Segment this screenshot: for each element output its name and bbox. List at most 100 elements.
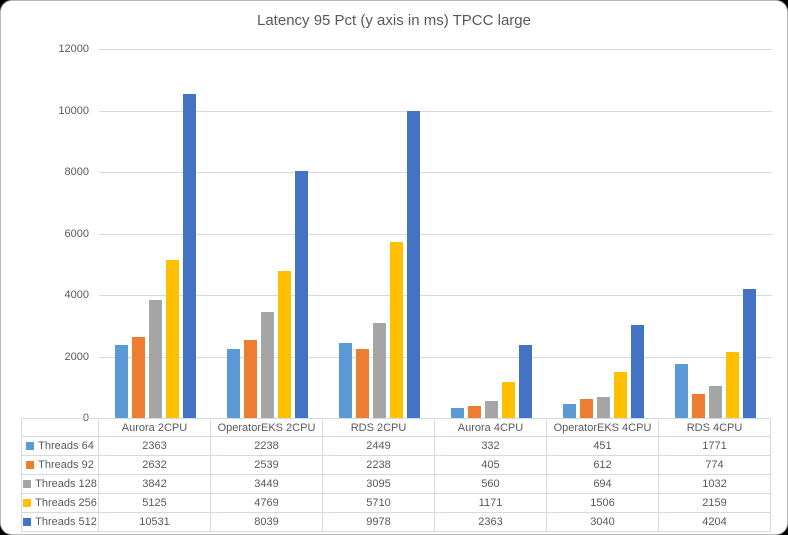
table-value-cell: 451 [546,436,659,456]
bar-group-operatoreks-4cpu [548,49,660,418]
table-value-cell: 560 [434,474,547,494]
table-corner-cell [21,418,99,437]
table-value-cell: 2632 [98,455,211,475]
table-value-cell: 2363 [98,436,211,456]
table-value-cell: 3095 [322,474,435,494]
gridline [99,357,772,358]
y-axis-tick-label: 6000 [64,227,89,240]
legend-cell: Threads 92 [21,455,99,475]
table-value-cell: 3449 [210,474,323,494]
table-value-cell: 2238 [210,436,323,456]
bar-threads-128 [372,323,386,418]
legend-series-name: Threads 92 [38,459,94,471]
legend-series-name: Threads 256 [35,497,97,509]
y-axis-tick-label: 2000 [64,350,89,363]
bar-threads-64 [226,349,240,418]
table-value-cell: 3842 [98,474,211,494]
legend-cell: Threads 128 [21,474,99,494]
table-column-header: OperatorEKS 4CPU [546,418,659,437]
bar-group-aurora-4cpu [436,49,548,418]
y-axis-tick-label: 8000 [64,166,89,178]
legend-cell: Threads 256 [21,493,99,513]
bar-threads-256 [502,382,516,418]
legend-swatch-icon [26,461,35,469]
bar-threads-64 [451,408,465,418]
bar-threads-128 [597,397,611,418]
gridline [99,49,772,50]
table-value-cell: 3040 [546,512,659,532]
bar-threads-64 [114,345,128,418]
bar-threads-512 [519,345,533,418]
table-value-cell: 2238 [322,455,435,475]
bar-threads-92 [131,337,145,418]
bar-threads-64 [563,404,577,418]
legend-series-name: Threads 512 [35,516,97,528]
table-value-cell: 2539 [210,455,323,475]
table-column-header: RDS 2CPU [322,418,435,437]
gridline [99,234,772,235]
bar-threads-92 [243,340,257,418]
bar-threads-92 [692,394,706,418]
table-value-cell: 4204 [658,512,771,532]
table-value-cell: 612 [546,455,659,475]
bar-threads-92 [580,399,594,418]
table-row: Threads 64 2363 2238 2449 332 451 1771 [21,436,771,456]
y-axis-tick-label: 4000 [64,289,89,301]
table-value-cell: 1771 [658,436,771,456]
bar-threads-128 [485,401,499,418]
table-value-cell: 1032 [658,474,771,494]
table-row: Threads 128 3842 3449 3095 560 694 1032 [21,474,771,494]
bar-threads-512 [406,111,420,418]
legend-series-name: Threads 128 [35,478,97,490]
y-axis-tick-label: 10000 [58,104,89,117]
table-header-row: Aurora 2CPU OperatorEKS 2CPU RDS 2CPU Auror… [21,418,771,437]
legend-series-name: Threads 64 [38,440,94,452]
bar-group-operatoreks-2cpu [211,49,323,418]
bar-threads-256 [614,372,628,418]
table-value-cell: 405 [434,455,547,475]
table-value-cell: 2363 [434,512,547,532]
table-column-header: Aurora 2CPU [98,418,211,437]
legend-swatch-icon [23,480,32,488]
y-axis-tick-label: 12000 [58,43,89,55]
bar-threads-512 [182,94,196,418]
table-value-cell: 5125 [98,493,211,513]
bar-threads-512 [743,289,757,418]
gridline [99,111,772,112]
table-column-header: Aurora 4CPU [434,418,547,437]
bar-group-rds-2cpu [323,49,435,418]
bar-threads-128 [709,386,723,418]
bar-threads-128 [148,300,162,418]
bar-threads-92 [468,406,482,418]
bar-threads-256 [165,260,179,418]
table-value-cell: 8039 [210,512,323,532]
table-value-cell: 2449 [322,436,435,456]
bar-threads-512 [631,325,645,418]
legend-cell: Threads 512 [21,512,99,532]
table-value-cell: 332 [434,436,547,456]
bar-threads-512 [294,171,308,418]
table-value-cell: 4769 [210,493,323,513]
table-value-cell: 9978 [322,512,435,532]
table-value-cell: 774 [658,455,771,475]
table-column-header: OperatorEKS 2CPU [210,418,323,437]
bar-threads-256 [277,271,291,418]
table-value-cell: 2159 [658,493,771,513]
gridline [99,295,772,296]
table-value-cell: 1171 [434,493,547,513]
legend-cell: Threads 64 [21,436,99,456]
chart-data-table: Aurora 2CPU OperatorEKS 2CPU RDS 2CPU Auror… [21,418,771,532]
table-row: Threads 92 2632 2539 2238 405 612 774 [21,455,771,475]
bar-threads-256 [726,352,740,418]
table-column-header: RDS 4CPU [658,418,771,437]
bar-threads-64 [338,343,352,418]
table-value-cell: 694 [546,474,659,494]
table-row: Threads 256 5125 4769 5710 1171 1506 2159 [21,493,771,513]
table-value-cell: 1506 [546,493,659,513]
bar-threads-256 [389,242,403,418]
gridline [99,172,772,173]
bar-threads-128 [260,312,274,418]
bar-group-aurora-2cpu [99,49,211,418]
chart-title: Latency 95 Pct (y axis in ms) TPCC large [257,12,531,29]
